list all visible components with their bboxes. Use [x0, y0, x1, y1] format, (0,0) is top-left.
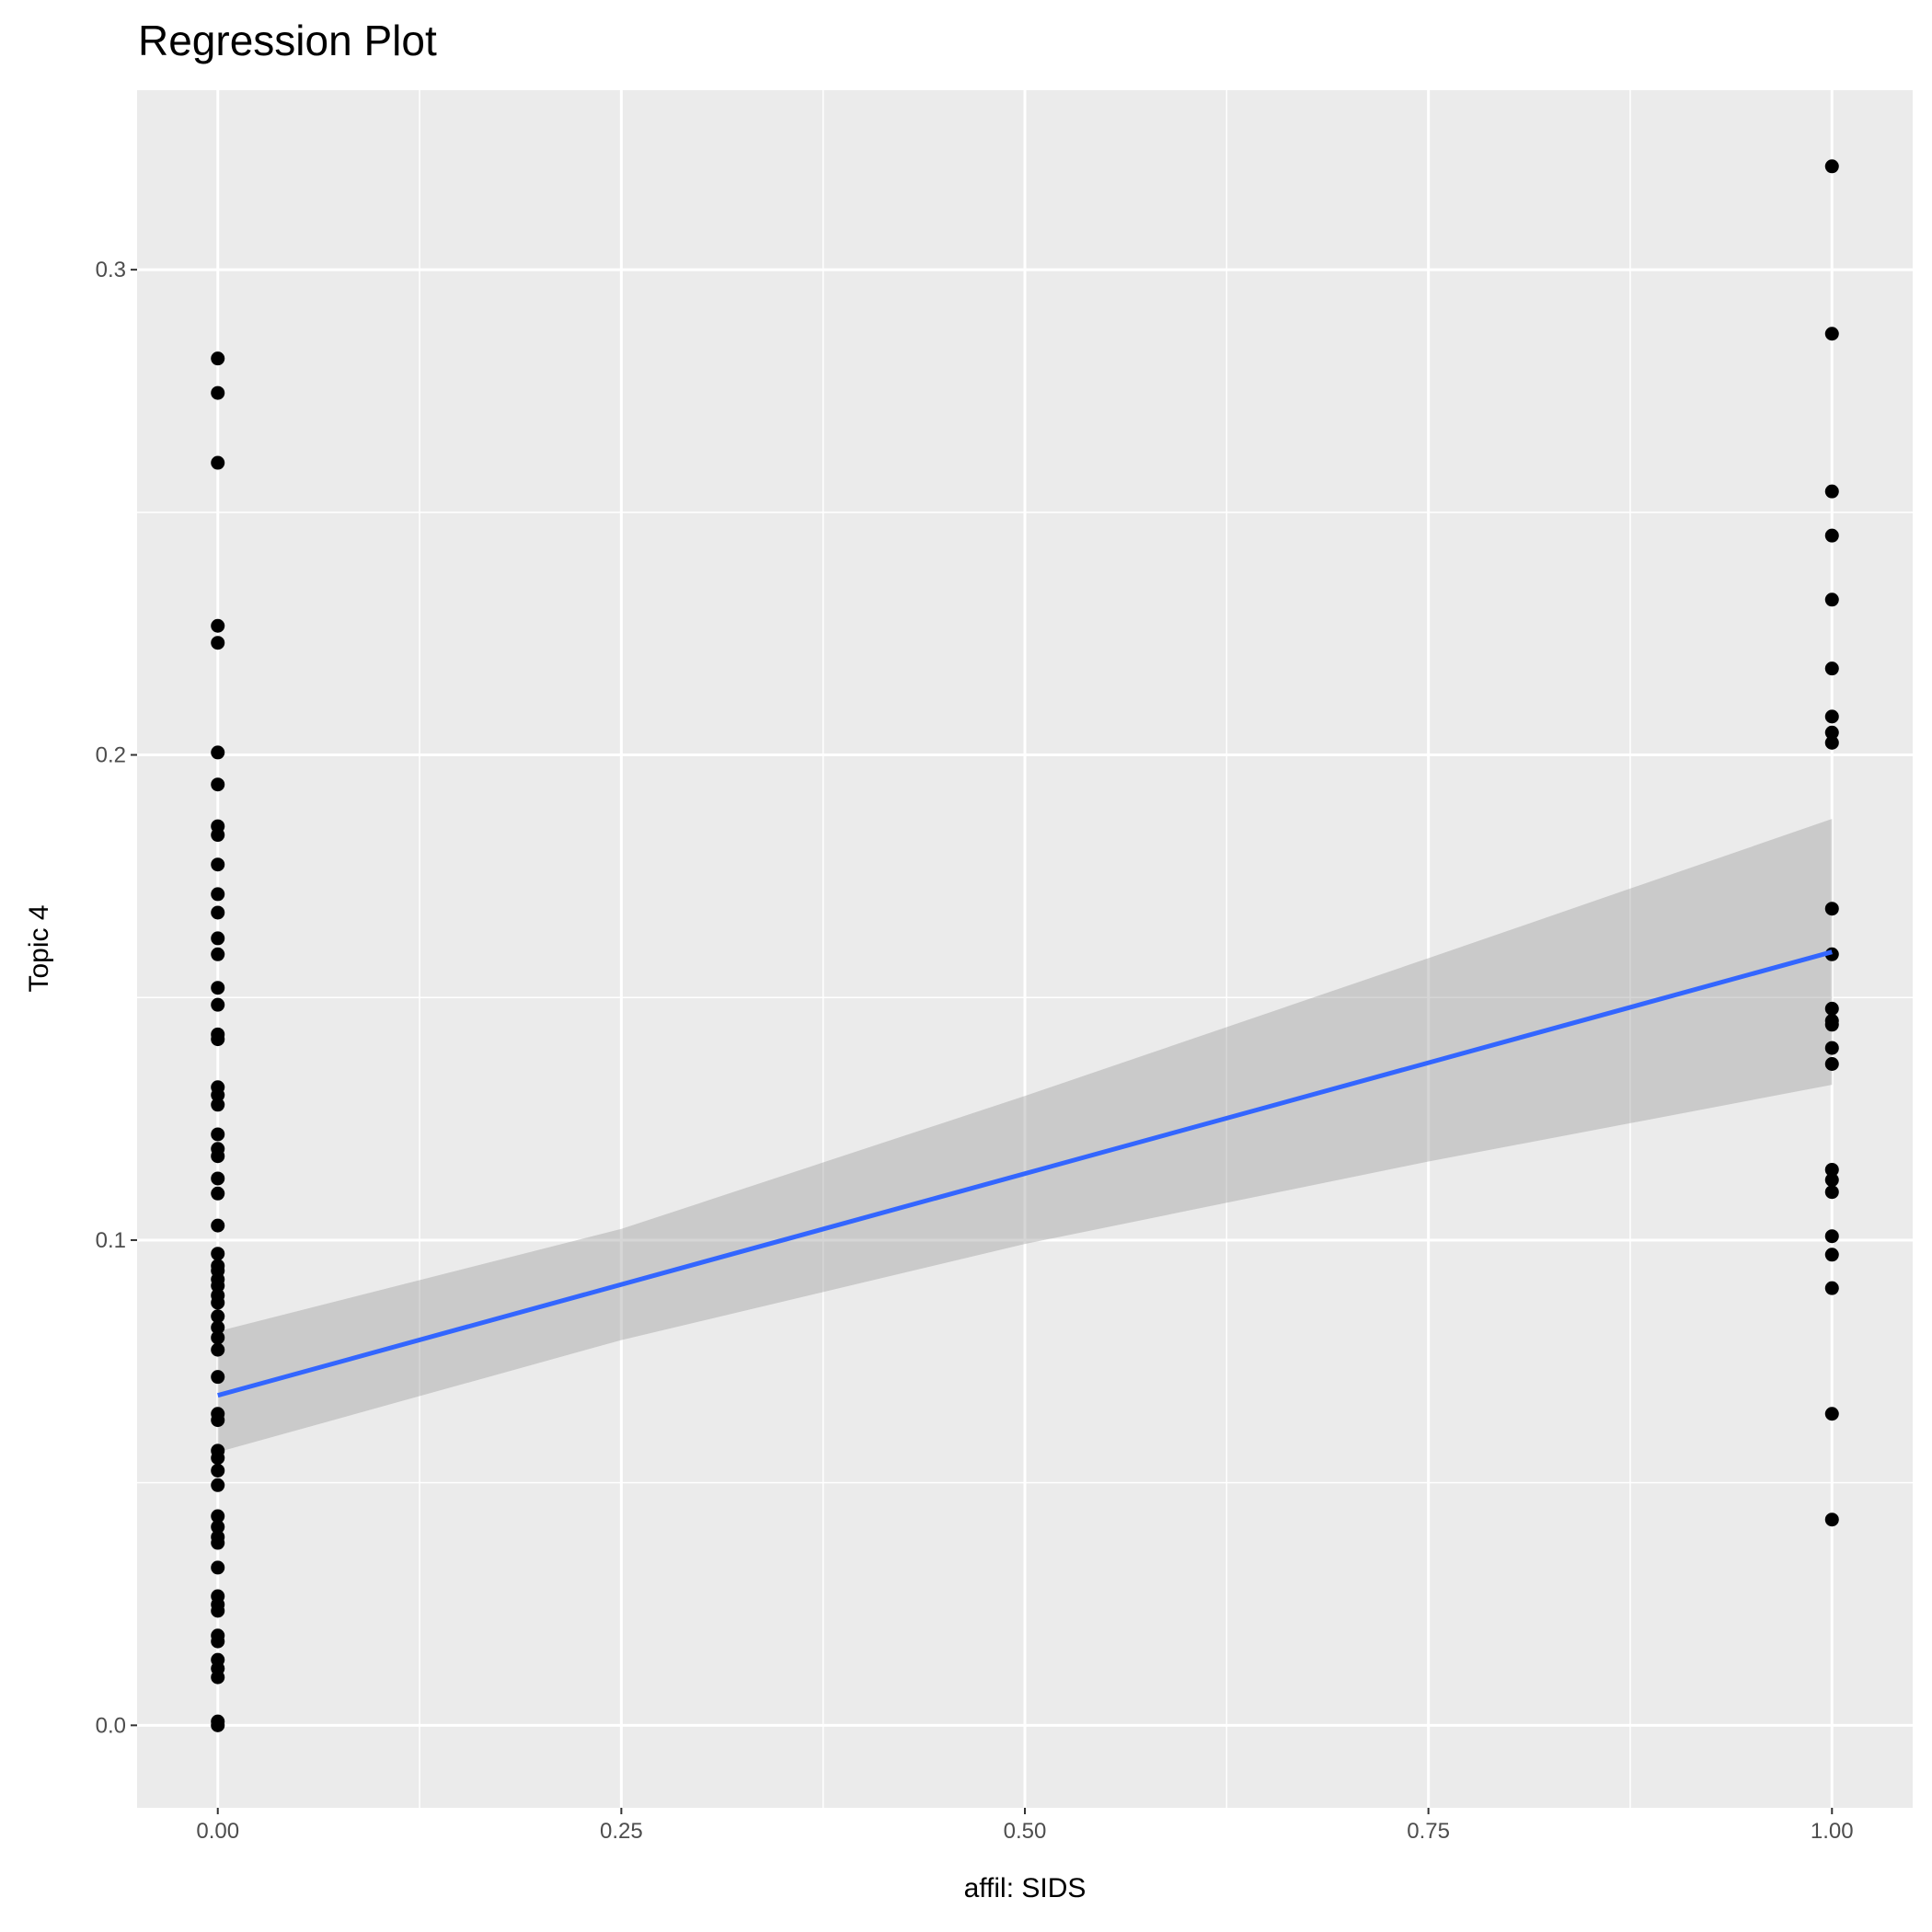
data-point [211, 1279, 225, 1294]
data-point [211, 1218, 225, 1233]
data-point [1824, 1512, 1839, 1527]
data-point [1824, 1185, 1839, 1200]
data-point [211, 1535, 225, 1550]
data-point [211, 997, 225, 1012]
data-point [1824, 159, 1839, 174]
data-point [211, 1098, 225, 1112]
data-point [211, 1670, 225, 1685]
data-point [211, 905, 225, 920]
data-point [211, 981, 225, 995]
y-tick-label: 0.0 [96, 1713, 126, 1738]
data-point [211, 1604, 225, 1618]
data-point [1824, 1018, 1839, 1032]
data-point [1824, 1407, 1839, 1421]
data-point [211, 1509, 225, 1524]
y-tick-label: 0.2 [96, 743, 126, 768]
y-axis-label: Topic 4 [24, 904, 54, 992]
data-point [1824, 725, 1839, 740]
data-point [211, 385, 225, 400]
data-point [211, 1127, 225, 1142]
chart-title: Regression Plot [138, 17, 437, 64]
y-tick-label: 0.1 [96, 1228, 126, 1253]
data-point [211, 1560, 225, 1575]
y-tick-label: 0.3 [96, 258, 126, 282]
x-tick-label: 0.25 [600, 1819, 643, 1844]
data-point [211, 931, 225, 946]
confidence-band-group [217, 819, 1833, 1453]
data-point [1824, 1001, 1839, 1016]
data-point [211, 1309, 225, 1324]
data-point [211, 1320, 225, 1335]
points-group [211, 159, 1839, 1732]
data-point [1824, 709, 1839, 724]
data-point [211, 828, 225, 843]
data-point [211, 1413, 225, 1428]
data-point [211, 1330, 225, 1345]
x-tick-label: 0.00 [196, 1819, 239, 1844]
data-point [1824, 1162, 1839, 1177]
x-axis-label: affil: SIDS [964, 1873, 1087, 1903]
data-point [211, 947, 225, 961]
data-point [1824, 1056, 1839, 1071]
data-point [211, 1087, 225, 1102]
data-point [211, 1463, 225, 1478]
data-point [211, 351, 225, 366]
y-axis-ticks: 0.0 0.1 0.2 0.3 [96, 258, 137, 1738]
data-point [211, 1342, 225, 1357]
data-point [211, 1478, 225, 1492]
x-axis-ticks: 0.00 0.25 0.50 0.75 1.00 [196, 1808, 1854, 1844]
data-point [1824, 1281, 1839, 1295]
data-point [211, 777, 225, 792]
data-point [1824, 327, 1839, 341]
data-point [211, 1186, 225, 1201]
data-point [211, 1295, 225, 1310]
regression-line [217, 949, 1833, 1398]
gridlines [137, 90, 1913, 1808]
data-point [1824, 1248, 1839, 1262]
data-point [211, 1451, 225, 1466]
data-point [1824, 1041, 1839, 1055]
data-point [211, 1247, 225, 1261]
data-point [211, 1634, 225, 1649]
data-point [211, 455, 225, 470]
data-point [211, 857, 225, 872]
data-point [211, 887, 225, 902]
data-point [211, 1718, 225, 1732]
data-point [1824, 661, 1839, 676]
data-point [1824, 592, 1839, 607]
x-tick-label: 0.75 [1407, 1819, 1450, 1844]
data-point [211, 636, 225, 650]
data-point [211, 1149, 225, 1164]
data-point [1824, 1173, 1839, 1188]
data-point [1824, 528, 1839, 543]
data-point [211, 1171, 225, 1186]
data-point [211, 1032, 225, 1047]
regression-line-group [217, 949, 1833, 1398]
data-point [1824, 484, 1839, 499]
confidence-band [217, 819, 1833, 1453]
data-point [1824, 735, 1839, 750]
data-point [211, 618, 225, 633]
data-point [1824, 1229, 1839, 1244]
data-point [211, 1520, 225, 1535]
x-tick-label: 0.50 [1004, 1819, 1047, 1844]
data-point [211, 745, 225, 760]
x-tick-label: 1.00 [1811, 1819, 1854, 1844]
data-point [1824, 902, 1839, 916]
data-point [211, 1370, 225, 1385]
